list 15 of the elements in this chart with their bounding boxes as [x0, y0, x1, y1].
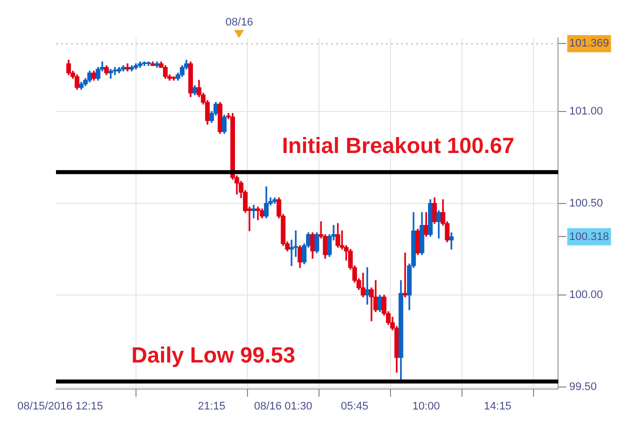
- ref-line-label: Daily Low 99.53: [131, 342, 296, 368]
- x-tick-label: 21:15: [198, 400, 226, 412]
- y-tick-label: 100.318: [569, 230, 610, 243]
- y-tick-label: 99.50: [569, 380, 597, 393]
- x-tick-label: 10:00: [412, 400, 440, 412]
- x-tick-label: 08/15/2016 12:15: [17, 400, 104, 412]
- y-tick-label: 101.369: [569, 38, 610, 50]
- x-tick-label: 05:45: [340, 400, 368, 412]
- y-tick-label: 100.00: [569, 289, 603, 302]
- text: 08/16: [226, 16, 254, 29]
- x-tick-label: 14:15: [484, 400, 512, 412]
- x-tick-label: 08/16 01:30: [254, 400, 312, 412]
- y-tick-label: 101.00: [569, 105, 603, 118]
- ref-line-label: Initial Breakout 100.67: [282, 133, 514, 158]
- y-tick-label: 100.50: [569, 197, 603, 210]
